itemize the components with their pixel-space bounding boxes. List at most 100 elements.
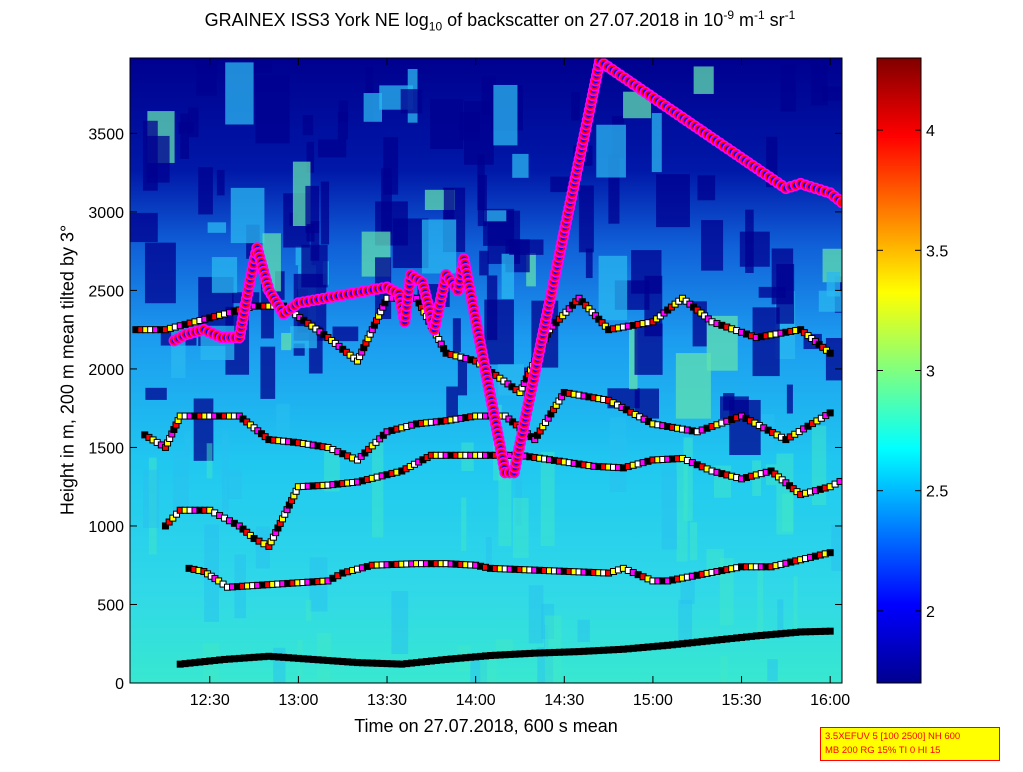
heatmap-patch <box>480 652 497 683</box>
heatmap-patch <box>320 181 330 245</box>
y-axis-label: Height in m, 200 m mean tilted by 3° <box>57 224 78 516</box>
layer-marker <box>826 627 834 635</box>
heatmap-patch <box>676 462 688 562</box>
heatmap-patch <box>486 275 498 341</box>
heatmap-patch <box>485 536 492 572</box>
heatmap-patch <box>634 323 663 375</box>
y-tick-label: 3000 <box>88 205 124 222</box>
heatmap-patch <box>831 524 842 572</box>
heatmap-patch <box>332 326 359 342</box>
heatmap-patch <box>629 321 638 390</box>
heatmap-patch <box>528 585 544 644</box>
heatmap-patch <box>144 242 176 304</box>
x-tick-label: 16:00 <box>810 692 850 709</box>
colorbar <box>876 57 922 684</box>
heatmap-patch <box>302 115 314 136</box>
heatmap-patch <box>196 58 217 96</box>
y-tick-label: 500 <box>97 597 124 614</box>
heatmap-patch <box>305 599 312 622</box>
layer-marker <box>361 449 369 457</box>
heatmap-patch <box>305 185 320 234</box>
cloud-marker <box>836 196 842 209</box>
heatmap-patch <box>765 464 777 486</box>
x-axis: 12:30 13:00 13:30 14:00 14:30 15:00 15:30 16:00 <box>190 58 850 709</box>
heatmap-patch <box>825 337 842 381</box>
heatmap-patch <box>720 655 728 683</box>
marker-layer <box>132 58 842 668</box>
heatmap-patch <box>719 558 734 626</box>
heatmap-patch <box>293 343 305 356</box>
colorbar-tick-label: 2.5 <box>926 484 948 501</box>
heatmap-patch <box>281 332 292 351</box>
heatmap-patch <box>146 135 170 183</box>
settings-line-2: MB 200 RG 15% TI 0 HI 15 <box>825 745 941 756</box>
plot-frame <box>129 57 843 684</box>
heatmap-patch <box>540 452 555 547</box>
x-tick-label: 13:30 <box>367 692 407 709</box>
heatmap-patch <box>609 417 627 492</box>
heatmap-patch <box>206 443 213 479</box>
heatmap-patch <box>130 212 158 243</box>
heatmap-patch <box>400 89 423 114</box>
heatmap-patch <box>227 469 242 499</box>
heatmap-patch <box>430 99 464 150</box>
layer-marker <box>836 477 842 485</box>
heatmap-patch <box>585 248 593 279</box>
heatmap-patch <box>222 430 229 512</box>
heatmap-patch <box>780 64 796 112</box>
heatmap-patch <box>198 167 213 215</box>
heatmap-patch <box>184 430 191 455</box>
heatmap-patch <box>771 248 794 305</box>
colorbar-tick-label: 3 <box>926 364 935 381</box>
layer-marker <box>365 445 373 453</box>
colorbar-tick-label: 2 <box>926 604 935 621</box>
heatmap-patch <box>260 346 276 399</box>
layer-marker <box>353 456 361 464</box>
heatmap-patch <box>631 250 662 294</box>
x-tick-label: 15:30 <box>722 692 762 709</box>
heatmap-patch <box>230 187 265 244</box>
layer-marker <box>841 475 842 483</box>
heatmap-patch <box>481 75 497 116</box>
heatmap-patch <box>757 561 764 642</box>
heatmap-patch <box>443 188 455 220</box>
heatmap-patch <box>822 86 842 101</box>
heatmap-patch <box>723 393 735 411</box>
heatmap-patch <box>381 168 392 234</box>
colorbar-axis: 2 2.5 3 3.5 4 <box>877 123 948 621</box>
layer-marker <box>368 442 376 450</box>
y-tick-label: 2000 <box>88 362 124 379</box>
heatmap-patch <box>211 257 238 293</box>
colorbar-tick-label: 4 <box>926 123 935 140</box>
heatmap-patch <box>678 599 693 648</box>
heatmap-patch <box>363 93 383 122</box>
heatmap-patch <box>290 326 317 349</box>
heatmap-patch <box>316 632 331 683</box>
x-tick-label: 14:30 <box>544 692 584 709</box>
heatmap-patch <box>479 250 489 276</box>
layer-marker <box>357 452 365 460</box>
heatmap-patch <box>391 591 409 655</box>
heatmap-patch <box>188 107 199 138</box>
layer-marker <box>372 438 380 446</box>
heatmap-patch <box>509 239 544 255</box>
layer-marker <box>161 522 169 530</box>
heatmap-patch <box>571 92 580 121</box>
heatmap-patch <box>301 244 328 288</box>
heatmap-patch <box>697 175 716 201</box>
heatmap-patch <box>143 469 160 529</box>
heatmap-patch <box>306 141 315 173</box>
heatmap-patch <box>793 576 798 635</box>
heatmap-patch <box>656 174 690 228</box>
heatmap-patch <box>766 136 778 188</box>
heatmap-patch <box>786 384 793 414</box>
heatmap-patch <box>752 307 780 377</box>
heatmap-patch <box>145 387 167 400</box>
heatmap-patch <box>372 439 384 538</box>
heatmap-patch <box>318 139 347 158</box>
heatmap-patch <box>608 154 620 224</box>
layer-marker <box>826 349 834 357</box>
heatmap-patch <box>180 113 190 159</box>
x-tick-label: 12:30 <box>190 692 230 709</box>
